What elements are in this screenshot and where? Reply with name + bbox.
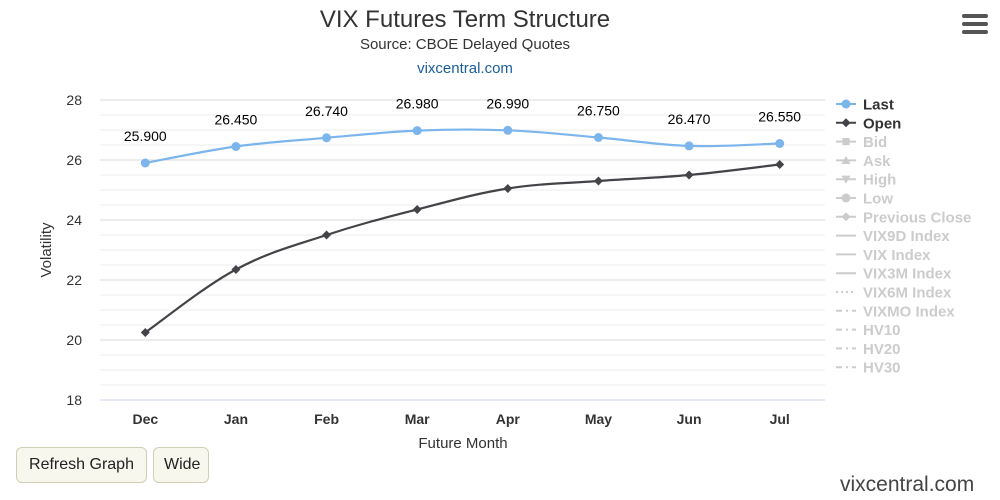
legend-item-vix3m-index[interactable]: VIX3M Index xyxy=(836,266,952,283)
axes: 18 20 22 24 26 28 Dec Jan Feb Mar Apr May Jun Jul xyxy=(66,92,825,427)
y-tick-label: 18 xyxy=(66,392,82,408)
legend-label: High xyxy=(863,172,896,189)
legend-symbol-marker[interactable] xyxy=(841,118,851,128)
series-open xyxy=(140,160,785,337)
data-label: 26.980 xyxy=(396,96,439,112)
legend-label: VIX3M Index xyxy=(863,266,952,283)
y-tick-label: 24 xyxy=(66,212,82,228)
data-point-last[interactable] xyxy=(684,141,694,151)
data-point-open[interactable] xyxy=(684,170,694,180)
legend-symbol-marker[interactable] xyxy=(841,193,851,203)
data-point-open[interactable] xyxy=(593,176,603,186)
data-point-last[interactable] xyxy=(231,142,241,151)
legend-label: Open xyxy=(863,115,901,132)
legend-label: Low xyxy=(863,191,893,208)
legend-item-vix6m-index[interactable]: VIX6M Index xyxy=(836,285,952,302)
legend-item-bid[interactable]: Bid xyxy=(836,134,887,151)
x-tick-label: Dec xyxy=(132,411,158,427)
data-label: 26.750 xyxy=(577,103,620,119)
legend-item-ask[interactable]: Ask xyxy=(836,153,891,170)
data-point-last[interactable] xyxy=(412,126,422,136)
data-point-last[interactable] xyxy=(322,133,332,143)
x-tick-label: Mar xyxy=(405,411,430,427)
watermark: vixcentral.com xyxy=(840,473,975,496)
series-last: 25.900 26.450 26.740 26.980 26.990 26.750 26.4… xyxy=(124,95,801,168)
wide-button[interactable]: Wide xyxy=(153,447,209,483)
data-point-last[interactable] xyxy=(503,125,513,135)
data-point-last[interactable] xyxy=(775,139,785,148)
x-tick-label: Feb xyxy=(314,411,339,427)
legend-item-last[interactable]: Last xyxy=(836,97,894,114)
data-point-last[interactable] xyxy=(140,158,150,168)
data-point-open[interactable] xyxy=(140,328,150,337)
legend-symbol-marker xyxy=(841,175,851,184)
chart-title: VIX Futures Term Structure xyxy=(319,6,611,33)
legend-label: Ask xyxy=(863,153,891,170)
data-point-open[interactable] xyxy=(231,265,241,274)
data-label: 26.990 xyxy=(486,95,529,111)
data-point-open[interactable] xyxy=(775,160,785,169)
legend-label: HV20 xyxy=(863,341,901,358)
legend-symbol-marker xyxy=(841,155,851,164)
data-label: 26.450 xyxy=(215,112,258,128)
data-point-open[interactable] xyxy=(322,230,332,240)
legend-item-vix-index[interactable]: VIX Index xyxy=(836,247,931,264)
data-label: 26.740 xyxy=(305,103,348,119)
x-tick-label: May xyxy=(585,411,612,427)
series-layer: 25.900 26.450 26.740 26.980 26.990 26.750 26.4… xyxy=(124,95,801,337)
x-tick-label: Jul xyxy=(770,411,790,427)
x-axis-title: Future Month xyxy=(418,435,507,452)
legend-label: Bid xyxy=(863,134,887,151)
refresh-graph-button[interactable]: Refresh Graph xyxy=(16,447,147,483)
legend-label: HV30 xyxy=(863,360,901,377)
legend-label: VIX Index xyxy=(863,247,931,264)
legend-label: VIX6M Index xyxy=(863,285,952,302)
legend-label: Last xyxy=(863,97,894,114)
y-tick-label: 20 xyxy=(66,332,82,348)
legend-item-previous-close[interactable]: Previous Close xyxy=(836,209,971,226)
legend-symbol-marker[interactable] xyxy=(841,212,851,222)
y-tick-label: 26 xyxy=(66,152,82,168)
x-tick-label: Apr xyxy=(496,411,521,427)
legend-item-hv20[interactable]: HV20 xyxy=(836,341,901,358)
hamburger-menu-icon[interactable] xyxy=(962,14,988,36)
series-line-last xyxy=(145,128,780,165)
data-label: 25.900 xyxy=(124,128,167,144)
legend-item-hv30[interactable]: HV30 xyxy=(836,360,901,377)
data-point-open[interactable] xyxy=(503,184,513,193)
y-axis-title: Volatility xyxy=(38,222,55,278)
x-tick-label: Jan xyxy=(224,411,248,427)
legend-item-vix9d-index[interactable]: VIX9D Index xyxy=(836,228,950,245)
legend-label: HV10 xyxy=(863,322,901,339)
grid-lines xyxy=(100,99,825,401)
legend-item-vixmo-index[interactable]: VIXMO Index xyxy=(836,303,955,320)
legend-symbol-marker[interactable] xyxy=(841,99,851,109)
legend-label: Previous Close xyxy=(863,209,971,226)
source-link[interactable]: vixcentral.com xyxy=(417,60,513,77)
data-label: 26.550 xyxy=(758,109,801,125)
x-tick-label: Jun xyxy=(677,411,702,427)
legend-item-open[interactable]: Open xyxy=(836,115,901,132)
legend-label: VIXMO Index xyxy=(863,303,955,320)
y-tick-label: 28 xyxy=(66,92,82,108)
legend-item-hv10[interactable]: HV10 xyxy=(836,322,901,339)
legend-item-low[interactable]: Low xyxy=(836,191,893,208)
y-tick-label: 22 xyxy=(66,272,82,288)
chart-subtitle: Source: CBOE Delayed Quotes xyxy=(359,36,571,53)
data-point-last[interactable] xyxy=(593,133,603,142)
legend-item-high[interactable]: High xyxy=(836,172,896,189)
legend-symbol-marker xyxy=(842,138,850,146)
data-point-open[interactable] xyxy=(412,205,422,214)
legend-label: VIX9D Index xyxy=(863,228,950,245)
data-label: 26.470 xyxy=(668,111,711,127)
